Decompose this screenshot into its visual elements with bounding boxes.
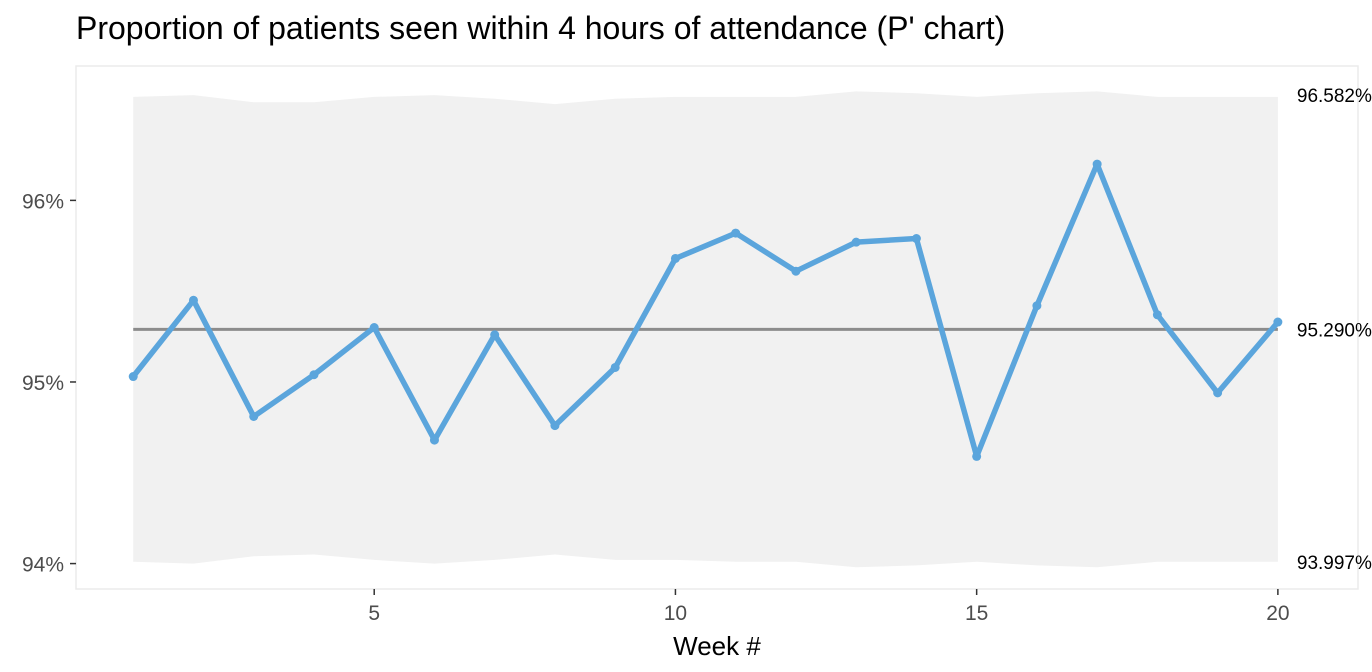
y-tick-label: 94% — [22, 554, 64, 577]
data-point — [911, 234, 921, 244]
x-tick-label: 10 — [664, 602, 687, 625]
data-point — [490, 330, 500, 340]
points-layer — [128, 159, 1283, 461]
lower-limit-label: 93.997% — [1297, 553, 1372, 574]
x-tick-label: 5 — [368, 602, 380, 625]
data-point — [851, 237, 861, 247]
x-tick-label: 15 — [965, 602, 988, 625]
data-point — [1032, 301, 1042, 311]
data-point — [1273, 317, 1283, 327]
chart-title: Proportion of patients seen within 4 hou… — [76, 10, 1006, 46]
upper-limit-label: 96.582% — [1297, 86, 1372, 107]
center-line-label: 95.290% — [1297, 320, 1372, 341]
data-point — [550, 421, 560, 431]
x-tick-label: 20 — [1266, 602, 1289, 625]
data-point — [429, 435, 439, 445]
data-point — [369, 323, 379, 332]
data-point — [610, 362, 620, 372]
data-point — [188, 295, 198, 305]
data-point — [791, 266, 801, 276]
plot-panel-border — [75, 65, 1359, 590]
y-axis: 94% 95% 96% — [22, 190, 76, 577]
y-tick-label: 95% — [22, 372, 64, 395]
x-axis-title: Week # — [673, 631, 761, 661]
data-point — [1092, 159, 1102, 169]
data-point — [731, 228, 741, 238]
series-line — [130, 161, 1281, 460]
series-layer — [130, 161, 1281, 460]
y-tick-label: 96% — [22, 190, 64, 213]
data-point — [128, 372, 138, 382]
data-point — [249, 411, 259, 421]
data-point — [670, 253, 680, 263]
data-point — [309, 370, 319, 380]
x-axis: 5 10 15 20 — [368, 589, 1290, 625]
data-point — [972, 451, 982, 461]
limit-labels: 96.582% 95.290% 93.997% — [1297, 86, 1372, 574]
data-point — [1213, 388, 1223, 398]
data-point — [1152, 310, 1162, 320]
